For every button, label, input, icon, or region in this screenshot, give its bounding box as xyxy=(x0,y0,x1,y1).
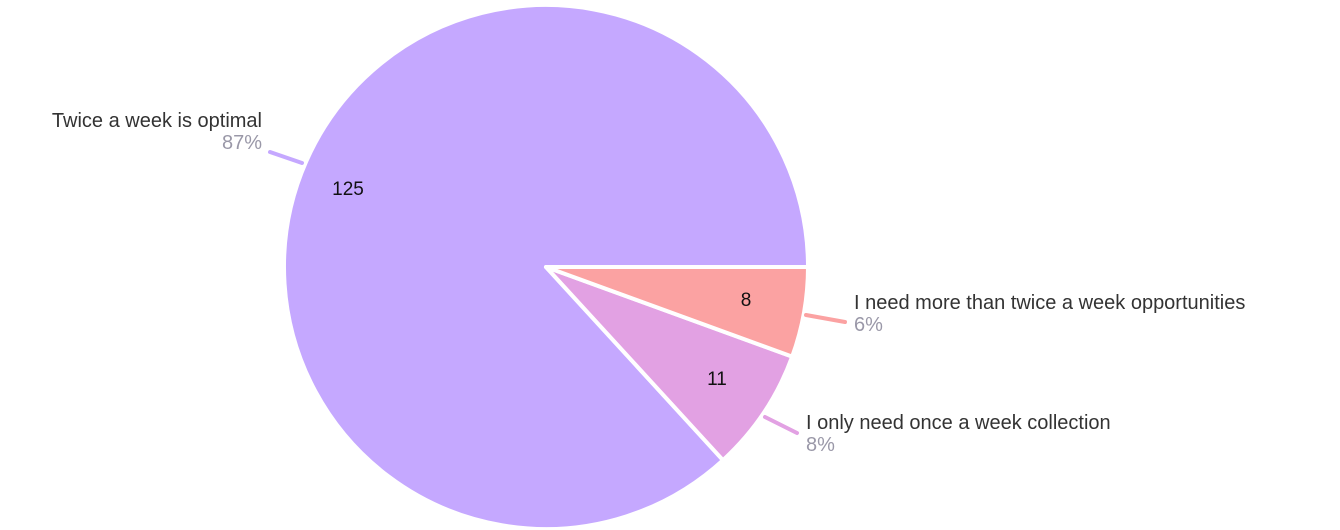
slice-value-label-twice-a-week-is-optimal: 125 xyxy=(332,179,364,200)
slice-category-label-i-only-need-once-a-week-collection: I only need once a week collection xyxy=(806,412,1111,434)
slice-value-label-i-need-more-than-twice-a-week-opportunities: 8 xyxy=(741,290,752,311)
slice-percent-label-twice-a-week-is-optimal: 87% xyxy=(222,132,262,154)
slice-category-label-i-need-more-than-twice-a-week-opportunities: I need more than twice a week opportunit… xyxy=(854,292,1245,314)
slice-percent-label-i-need-more-than-twice-a-week-opportunities: 6% xyxy=(854,314,883,336)
leader-line-i-need-more-than-twice-a-week-opportunities xyxy=(804,313,847,324)
slice-category-label-twice-a-week-is-optimal: Twice a week is optimal xyxy=(52,110,262,132)
leader-line-i-only-need-once-a-week-collection xyxy=(763,415,799,435)
slice-percent-label-i-only-need-once-a-week-collection: 8% xyxy=(806,434,835,456)
slice-value-label-i-only-need-once-a-week-collection: 11 xyxy=(707,369,727,390)
pie-slice-i-need-more-than-twice-a-week-opportunities xyxy=(544,265,810,359)
pie-slice-i-only-need-once-a-week-collection xyxy=(544,265,795,463)
leader-line-twice-a-week-is-optimal xyxy=(268,150,304,165)
